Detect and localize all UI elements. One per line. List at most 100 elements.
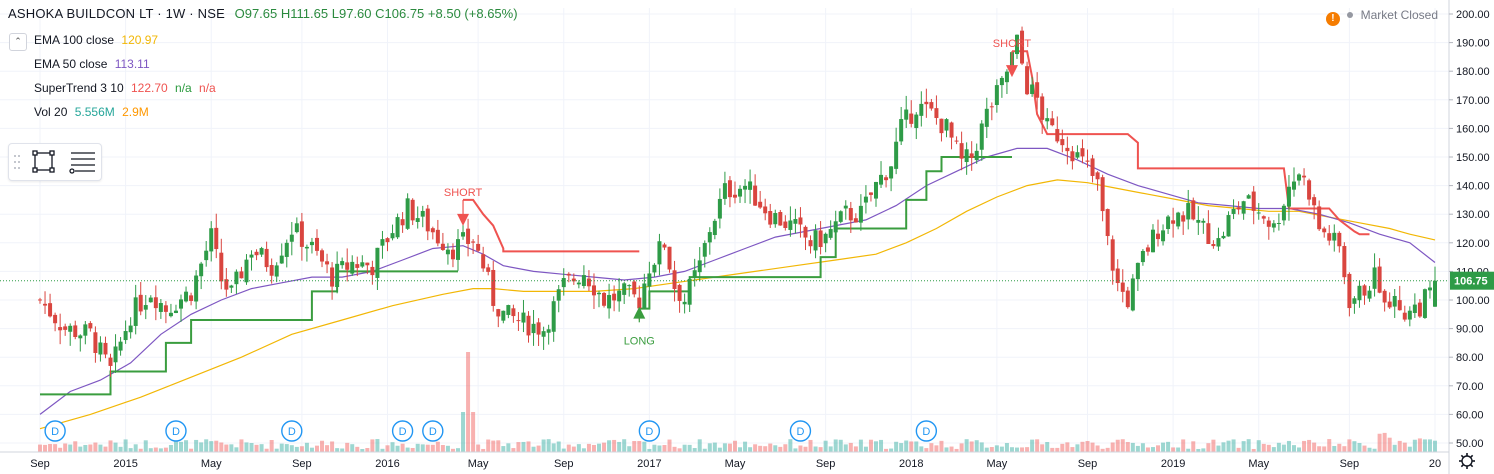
candle-body xyxy=(692,270,697,277)
volume-bar xyxy=(541,439,546,452)
dividend-marker-icon[interactable] xyxy=(391,420,414,442)
candle-body xyxy=(536,322,541,335)
volume-bar xyxy=(1020,447,1025,452)
candle-body xyxy=(1060,139,1065,146)
time-axis-label: 2018 xyxy=(899,458,923,470)
volume-bar xyxy=(148,448,153,452)
candle-body xyxy=(1266,220,1271,227)
candle-body xyxy=(88,323,93,329)
volume-bar xyxy=(889,448,894,452)
dividend-marker-icon[interactable] xyxy=(281,420,303,442)
volume-bar xyxy=(1186,448,1191,452)
candle-body xyxy=(743,185,748,190)
time-axis-label: May xyxy=(1248,458,1269,470)
candle-body xyxy=(1236,207,1241,210)
dividend-marker-icon[interactable] xyxy=(422,420,444,442)
candle-body xyxy=(697,260,702,273)
candle-body xyxy=(1337,232,1342,247)
volume-bar xyxy=(98,444,103,452)
volume-bar xyxy=(1004,443,1009,452)
indicator-value-3: n/a xyxy=(199,81,216,95)
candle-body xyxy=(335,263,340,287)
candle-body xyxy=(919,103,924,116)
candle-body xyxy=(1181,215,1186,222)
volume-bar xyxy=(1206,443,1211,452)
drawing-toolbox[interactable] xyxy=(8,143,102,181)
candle-body xyxy=(153,297,158,309)
volume-bar xyxy=(622,439,627,452)
candle-body xyxy=(889,166,894,179)
price-axis-label: 120.00 xyxy=(1456,238,1490,250)
indicator-ema100[interactable]: EMA 100 close 120.97 xyxy=(34,33,158,47)
candle-body xyxy=(1171,220,1176,224)
volume-bar xyxy=(1392,444,1397,452)
volume-bar xyxy=(788,439,793,452)
price-axis-label: 50.00 xyxy=(1456,438,1484,450)
collapse-legend-chevron-icon[interactable]: ⌃ xyxy=(9,33,27,51)
warning-icon[interactable]: ! xyxy=(1325,12,1340,26)
candle-body xyxy=(309,241,314,246)
candle-body xyxy=(813,230,818,251)
market-status[interactable]: ! Market Closed xyxy=(1325,8,1438,26)
volume-bar xyxy=(350,444,355,452)
volume-bar xyxy=(561,448,566,452)
candle-body xyxy=(219,252,224,282)
volume-bar xyxy=(249,443,254,452)
volume-bar xyxy=(189,448,194,452)
dividend-marker-icon[interactable] xyxy=(915,420,938,442)
symbol-title[interactable]: ASHOKA BUILDCON LT · 1W · NSE xyxy=(8,6,225,21)
candle-body xyxy=(481,254,486,269)
candle-body xyxy=(1140,250,1145,263)
volume-bar xyxy=(440,445,445,452)
candle-body xyxy=(380,239,385,246)
volume-bar xyxy=(662,445,667,452)
volume-bar xyxy=(138,448,143,452)
candle-body xyxy=(284,242,289,257)
candle-body xyxy=(58,327,63,331)
dividend-marker-icon[interactable] xyxy=(638,420,661,442)
dividend-marker-icon[interactable] xyxy=(789,420,812,442)
indicator-volume[interactable]: Vol 20 5.556M 2.9M xyxy=(34,105,149,119)
volume-bar xyxy=(1030,439,1035,452)
volume-bar xyxy=(209,441,214,452)
candle-body xyxy=(83,324,88,336)
indicator-supertrend[interactable]: SuperTrend 3 10 122.70 n/a n/a xyxy=(34,81,216,95)
time-axis-label: Sep xyxy=(1340,458,1360,470)
candle-body xyxy=(1256,212,1261,214)
candle-body xyxy=(1055,129,1060,142)
candle-body xyxy=(546,329,551,333)
candle-body xyxy=(884,177,889,181)
volume-bar xyxy=(73,441,78,452)
candle-body xyxy=(214,227,219,250)
candle-body xyxy=(1302,175,1307,178)
candle-body xyxy=(561,278,566,288)
volume-bar xyxy=(823,440,828,452)
candle-body xyxy=(1130,278,1135,311)
settings-gear-icon[interactable] xyxy=(1461,455,1473,467)
object-tree-icon[interactable] xyxy=(69,152,95,174)
rectangle-tool-icon[interactable] xyxy=(32,150,55,173)
volume-bar xyxy=(607,440,612,452)
low-value: L97.60 xyxy=(331,6,372,21)
candle-body xyxy=(340,261,345,266)
price-axis-label: 60.00 xyxy=(1456,409,1484,421)
candle-body xyxy=(496,309,501,317)
volume-bar xyxy=(1302,440,1307,452)
dividend-marker-icon[interactable] xyxy=(165,420,187,442)
volume-bar xyxy=(712,442,717,452)
candle-body xyxy=(103,342,108,355)
drag-handle-icon[interactable] xyxy=(14,155,20,169)
volume-bar xyxy=(748,447,753,452)
candle-body xyxy=(53,314,58,324)
indicator-ema50[interactable]: EMA 50 close 113.11 xyxy=(34,57,150,71)
volume-bar xyxy=(68,444,73,452)
volume-bar xyxy=(53,444,58,452)
volume-bar xyxy=(360,448,365,452)
candle-body xyxy=(848,208,853,221)
dividend-marker-icon[interactable] xyxy=(44,420,66,442)
volume-bar xyxy=(556,441,561,452)
volume-bar xyxy=(1090,442,1095,452)
candle-body xyxy=(405,198,410,229)
